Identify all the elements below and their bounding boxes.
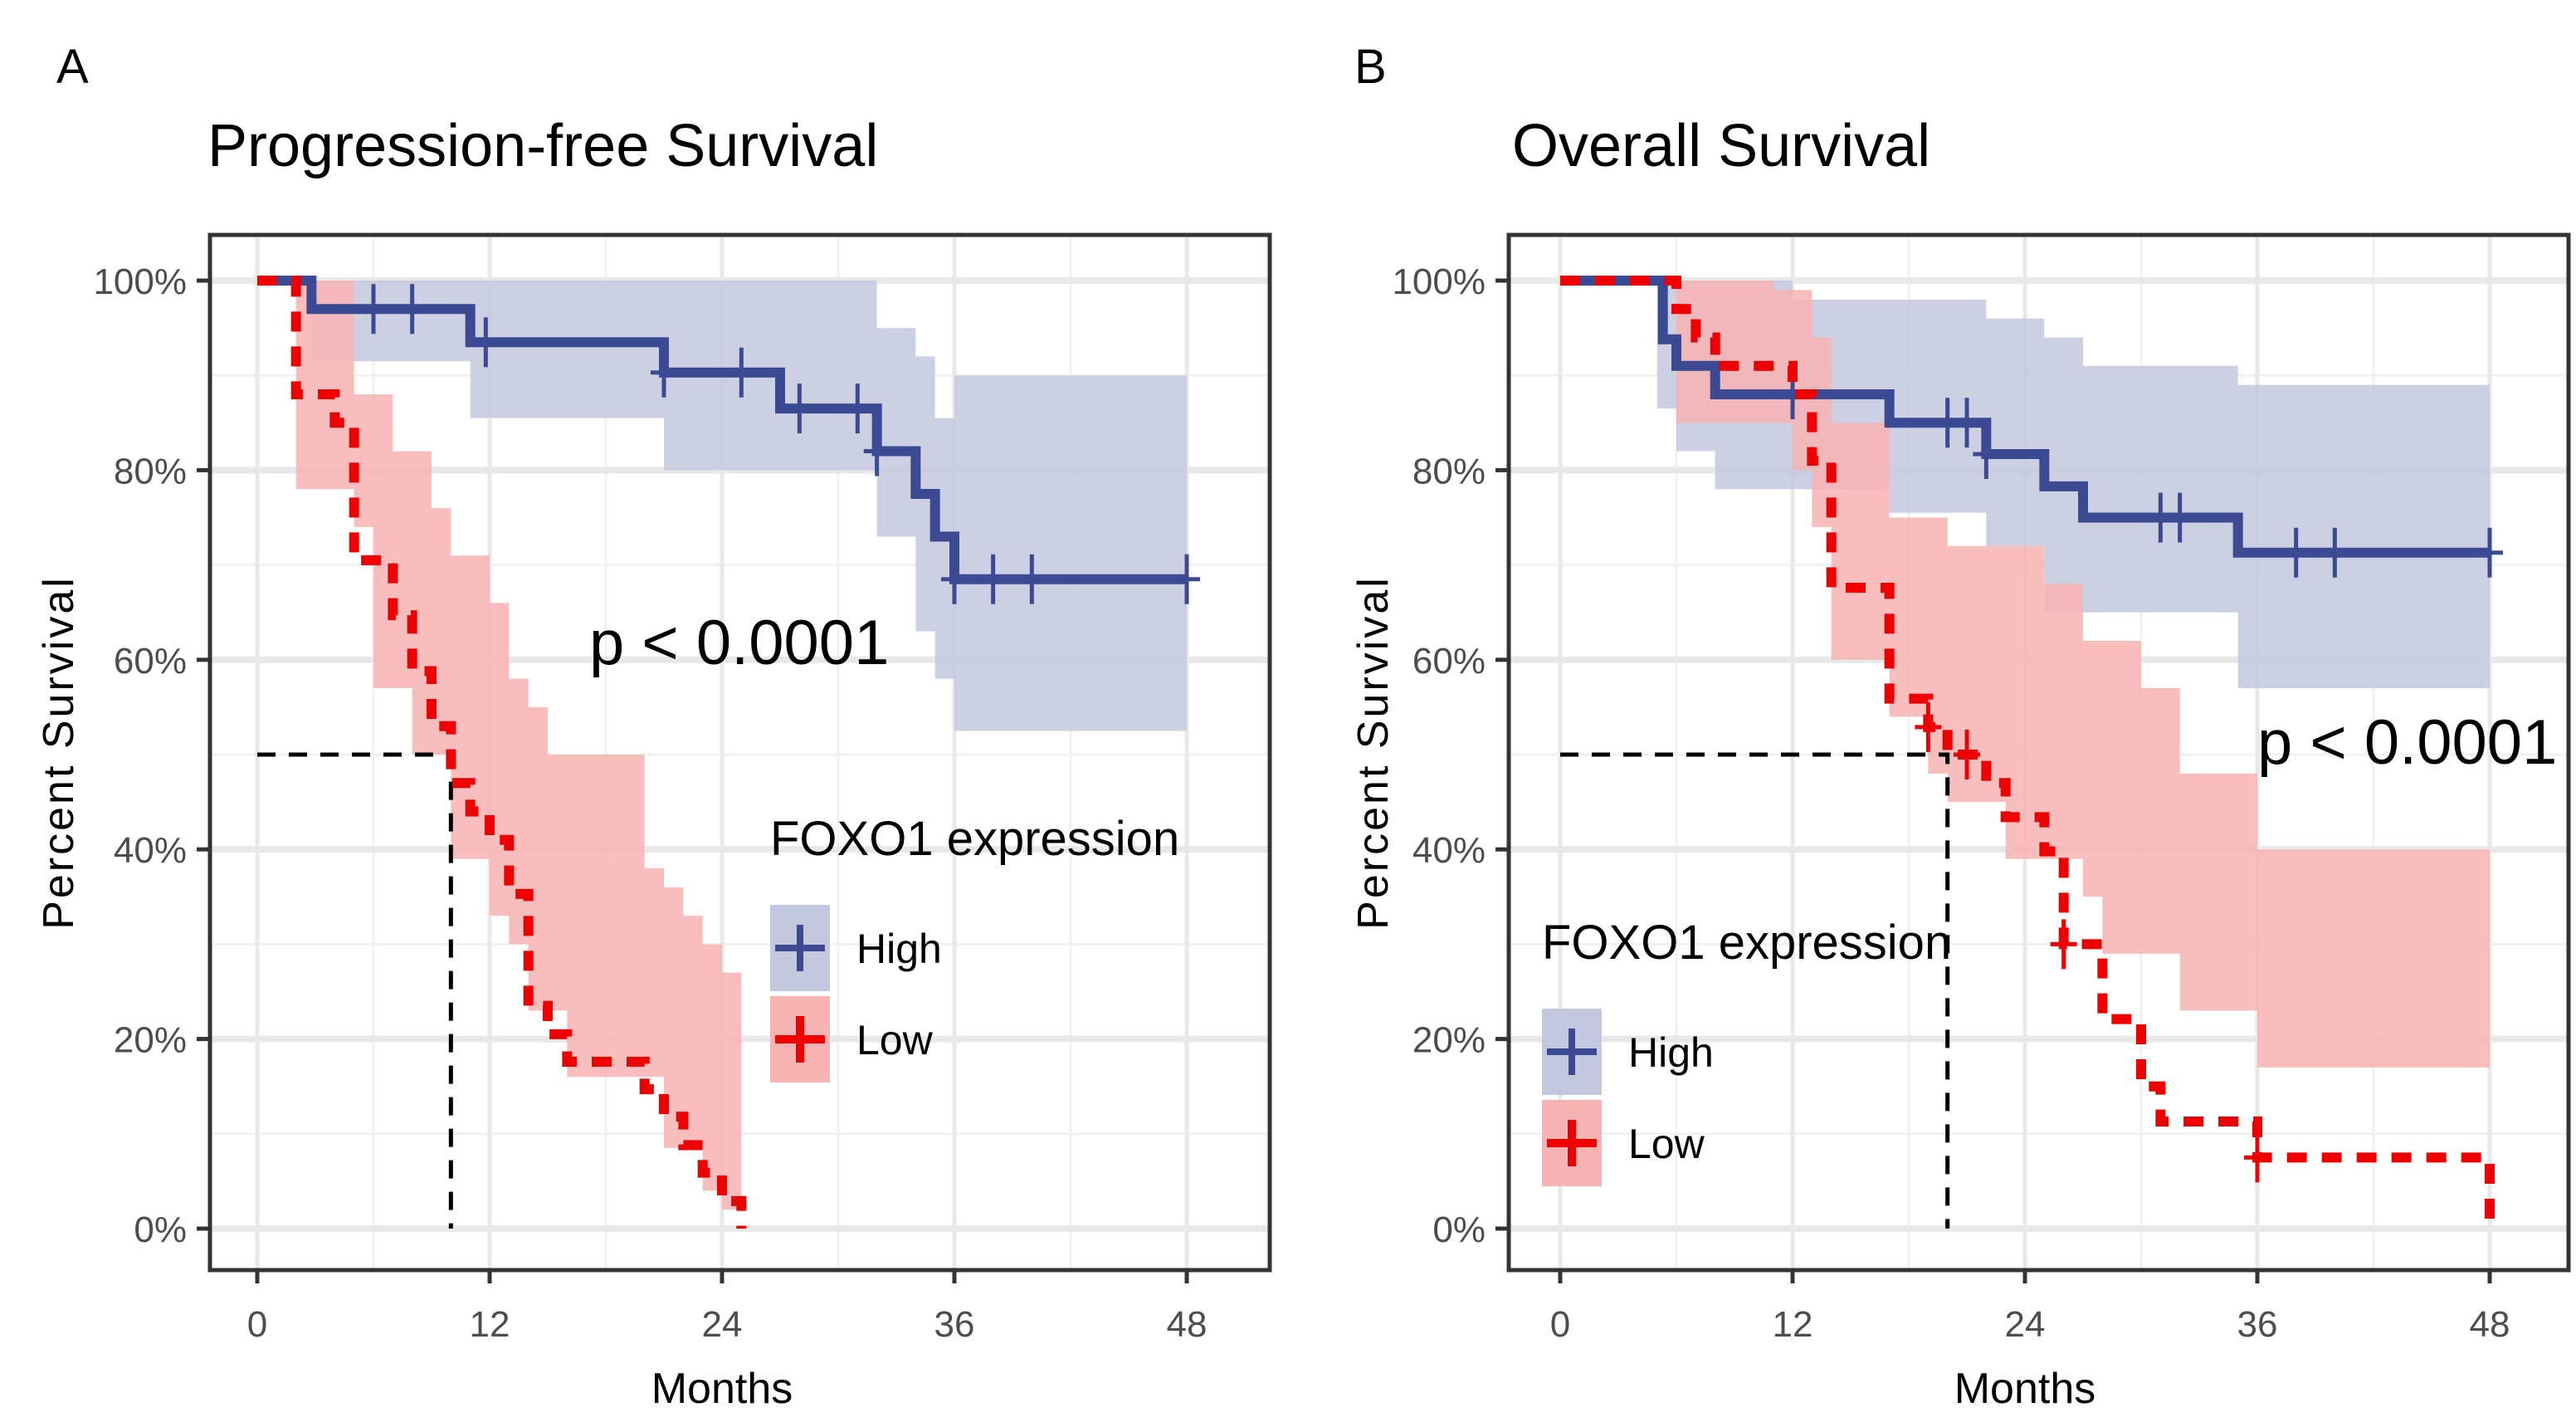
censor-mark [2244, 1132, 2271, 1183]
chart-title: Progression-free Survival [207, 113, 878, 179]
p-value-annotation: p < 0.0001 [589, 608, 889, 678]
panel-label: A [56, 40, 89, 94]
censor-mark [651, 347, 677, 398]
censor-mark [2476, 527, 2503, 578]
censor-mark [2282, 527, 2310, 578]
panel-a: A Progression-free Survival 0 12 24 36 48 0% 20%… [35, 40, 1272, 1413]
censor-mark [844, 384, 871, 434]
legend-title: FOXO1 expression [1542, 916, 1951, 970]
x-tick-label: 12 [1773, 1304, 1813, 1345]
censor-mark [863, 426, 890, 476]
plot-border [1506, 232, 2571, 1273]
survival-curve-high [257, 276, 1187, 584]
censor-mark [398, 284, 426, 335]
y-tick-label: 20% [114, 1020, 187, 1061]
y-tick-label: 60% [114, 641, 187, 682]
x-axis-label: Months [1954, 1365, 2096, 1413]
y-tick-label: 40% [114, 830, 187, 871]
y-axis-label: Percent Survival [1349, 575, 1398, 930]
legend-plus-icon [1547, 1029, 1597, 1075]
y-tick-label: 80% [114, 451, 187, 491]
censor-mark [2166, 492, 2193, 543]
y-tick-label: 0% [134, 1210, 187, 1250]
legend-label-high: High [856, 926, 942, 972]
y-tick-label: 0% [1432, 1210, 1486, 1250]
y-tick-label: 40% [1412, 830, 1486, 871]
x-axis-label: Months [651, 1365, 793, 1413]
ci-band-high [311, 281, 1188, 731]
x-tick-label: 0 [247, 1304, 267, 1345]
survival-curve-low [257, 276, 747, 1229]
legend: FOXO1 expression High Low [770, 812, 1179, 1082]
legend-label-low: Low [1628, 1121, 1705, 1167]
ci-band-low [1676, 281, 2491, 1205]
censor-mark [979, 554, 1007, 604]
panel-label: B [1354, 40, 1387, 94]
censor-mark [1018, 554, 1046, 604]
censor-mark [786, 384, 813, 434]
y-tick-label: 100% [93, 261, 187, 302]
chart-title: Overall Survival [1512, 113, 1930, 179]
censor-mark [2050, 919, 2077, 970]
legend-label-high: High [1628, 1029, 1714, 1076]
legend-plus-icon [1547, 1120, 1597, 1166]
censor-mark [1954, 398, 1980, 448]
panel-b: B Overall Survival 0 12 24 36 48 0% 20% 40% 60% 80%… [1349, 40, 2571, 1413]
y-tick-label: 60% [1412, 641, 1486, 682]
legend-label-low: Low [856, 1017, 934, 1063]
censor-mark [1173, 554, 1200, 604]
x-tick-label: 36 [934, 1304, 975, 1345]
y-tick-label: 20% [1412, 1020, 1486, 1061]
x-tick-label: 48 [2470, 1304, 2510, 1345]
censor-mark [728, 347, 755, 398]
censor-mark [1973, 428, 2000, 479]
legend-plus-icon [775, 925, 825, 971]
plot-border [207, 232, 1272, 1273]
censor-mark [472, 317, 500, 368]
legend-plus-icon [775, 1016, 825, 1063]
median-survival-line [1560, 752, 1950, 1229]
censor-mark [1954, 730, 1980, 779]
censor-mark [1915, 701, 1942, 752]
y-tick-label: 80% [1412, 451, 1486, 491]
censor-mark [360, 284, 387, 335]
legend-title: FOXO1 expression [770, 812, 1179, 866]
y-axis-label: Percent Survival [35, 575, 83, 930]
x-tick-label: 24 [2005, 1304, 2046, 1345]
censor-mark [941, 554, 968, 604]
y-tick-label: 100% [1392, 261, 1486, 302]
x-tick-label: 0 [1550, 1304, 1570, 1345]
x-tick-label: 48 [1167, 1304, 1208, 1345]
x-tick-label: 24 [702, 1304, 743, 1345]
x-tick-label: 12 [470, 1304, 510, 1345]
x-tick-label: 36 [2237, 1304, 2278, 1345]
legend: FOXO1 expression High Low [1542, 916, 1951, 1186]
ci-band-low [295, 281, 742, 1229]
p-value-annotation: p < 0.0001 [2257, 707, 2557, 778]
censor-mark [2321, 527, 2349, 578]
